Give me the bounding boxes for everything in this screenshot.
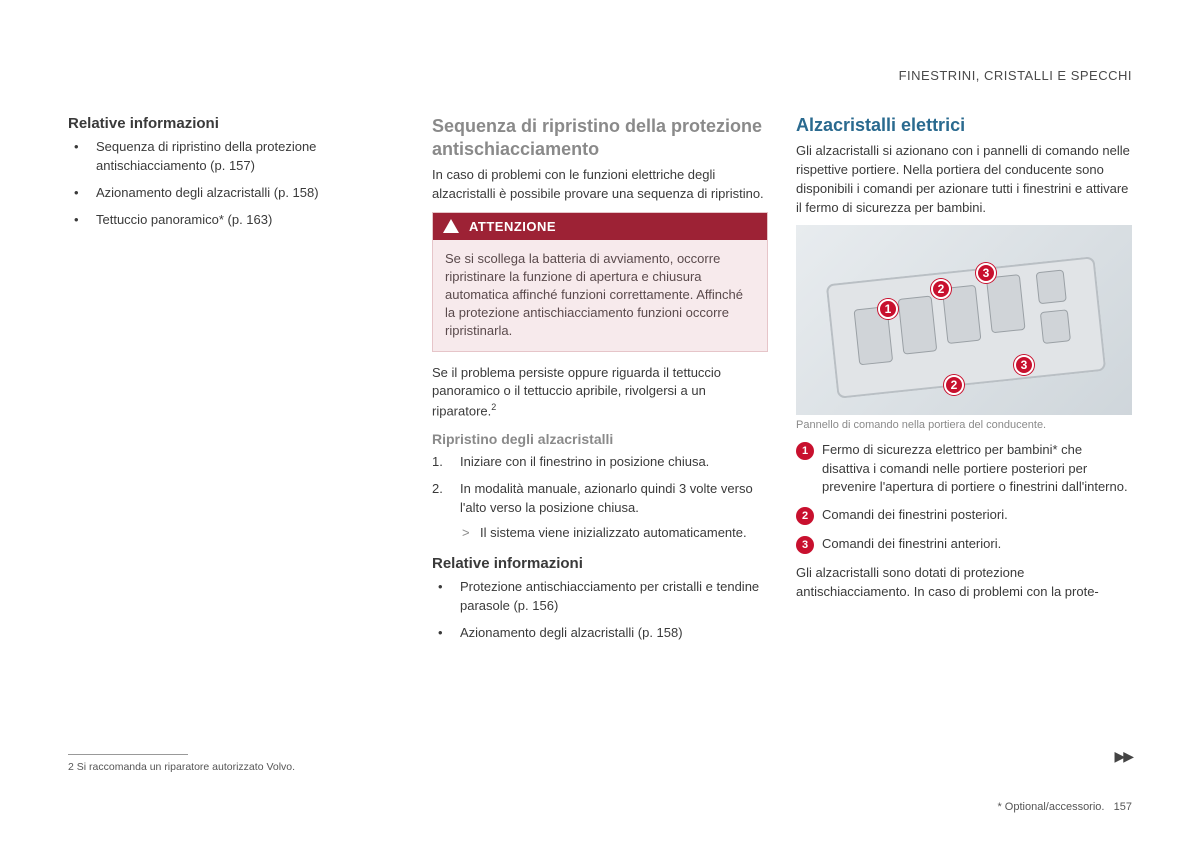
legend-num: 2 xyxy=(796,507,814,525)
page-number: 157 xyxy=(1114,801,1132,813)
column-3: Alzacristalli elettrici Gli alzacristall… xyxy=(796,115,1132,650)
col1-list: Sequenza di ripristino della protezione … xyxy=(68,138,404,229)
warning-header: ATTENZIONE xyxy=(433,213,767,240)
list-item: Azionamento degli alzacristalli (p. 158) xyxy=(432,624,768,643)
column-2: Sequenza di ripristino della protezione … xyxy=(432,115,768,650)
col2-rel-heading: Relative informazioni xyxy=(432,555,768,572)
step-result: Il sistema viene inizializzato automatic… xyxy=(460,524,768,543)
control-panel-figure: 1 2 3 2 3 xyxy=(796,225,1132,415)
callout-2b: 2 xyxy=(944,375,964,395)
legend-text: Fermo di sicurezza elettrico per bambini… xyxy=(822,441,1132,496)
content-columns: Relative informazioni Sequenza di ripris… xyxy=(68,115,1132,650)
continue-arrows-icon: ▶▶ xyxy=(1114,748,1132,765)
step-item: In modalità manuale, azionarlo quindi 3 … xyxy=(432,480,768,543)
step-item: Iniziare con il finestrino in posizione … xyxy=(432,453,768,472)
optional-note: * Optional/accessorio. xyxy=(997,801,1104,813)
list-item: Azionamento degli alzacristalli (p. 158) xyxy=(68,184,404,203)
list-item: Tettuccio panoramico* (p. 163) xyxy=(68,211,404,230)
warning-box: ATTENZIONE Se si scollega la batteria di… xyxy=(432,212,768,352)
warning-body: Se si scollega la batteria di avviamento… xyxy=(433,240,767,351)
after-warning-text: Se il problema persiste oppure riguarda … xyxy=(432,365,721,419)
switch-shape xyxy=(898,296,938,355)
warning-label: ATTENZIONE xyxy=(469,219,556,234)
chapter-header: FINESTRINI, CRISTALLI E SPECCHI xyxy=(68,68,1132,83)
legend-num: 1 xyxy=(796,442,814,460)
figure-caption: Pannello di comando nella portiera del c… xyxy=(796,419,1132,431)
col3-heading: Alzacristalli elettrici xyxy=(796,115,1132,136)
footnote-num: 2 xyxy=(68,761,74,773)
col2-rel-list: Protezione antischiacciamento per crista… xyxy=(432,578,768,643)
footnote-ref: 2 xyxy=(491,402,496,412)
legend-1: 1 Fermo di sicurezza elettrico per bambi… xyxy=(796,441,1132,496)
page-footer: * Optional/accessorio. 157 xyxy=(997,801,1132,813)
footnote: 2 Si raccomanda un riparatore autorizzat… xyxy=(68,761,295,773)
legend-2: 2 Comandi dei finestrini posteriori. xyxy=(796,506,1132,525)
step-text: In modalità manuale, azionarlo quindi 3 … xyxy=(460,481,753,515)
col3-after: Gli alzacristalli sono dotati di protezi… xyxy=(796,564,1132,602)
col2-subheading: Ripristino degli alzacristalli xyxy=(432,431,768,447)
col2-heading: Sequenza di ripristino della protezione … xyxy=(432,115,768,160)
col3-intro: Gli alzacristalli si azionano con i pann… xyxy=(796,142,1132,217)
column-1: Relative informazioni Sequenza di ripris… xyxy=(68,115,404,650)
legend-3: 3 Comandi dei finestrini anteriori. xyxy=(796,535,1132,554)
col2-intro: In caso di problemi con le funzioni elet… xyxy=(432,166,768,204)
panel-shape xyxy=(826,257,1107,400)
switch-shape xyxy=(1036,270,1067,305)
legend-num: 3 xyxy=(796,536,814,554)
list-item: Protezione antischiacciamento per crista… xyxy=(432,578,768,616)
list-item: Sequenza di ripristino della protezione … xyxy=(68,138,404,176)
col1-heading: Relative informazioni xyxy=(68,115,404,132)
footnote-text: Si raccomanda un riparatore autorizzato … xyxy=(77,761,295,773)
warning-triangle-icon xyxy=(443,219,459,233)
legend-text: Comandi dei finestrini anteriori. xyxy=(822,535,1001,554)
switch-shape xyxy=(1040,310,1071,345)
footnote-rule xyxy=(68,754,188,755)
switch-shape xyxy=(986,274,1026,333)
col2-after-warning: Se il problema persiste oppure riguarda … xyxy=(432,364,768,422)
legend-text: Comandi dei finestrini posteriori. xyxy=(822,506,1008,525)
col2-steps: Iniziare con il finestrino in posizione … xyxy=(432,453,768,542)
